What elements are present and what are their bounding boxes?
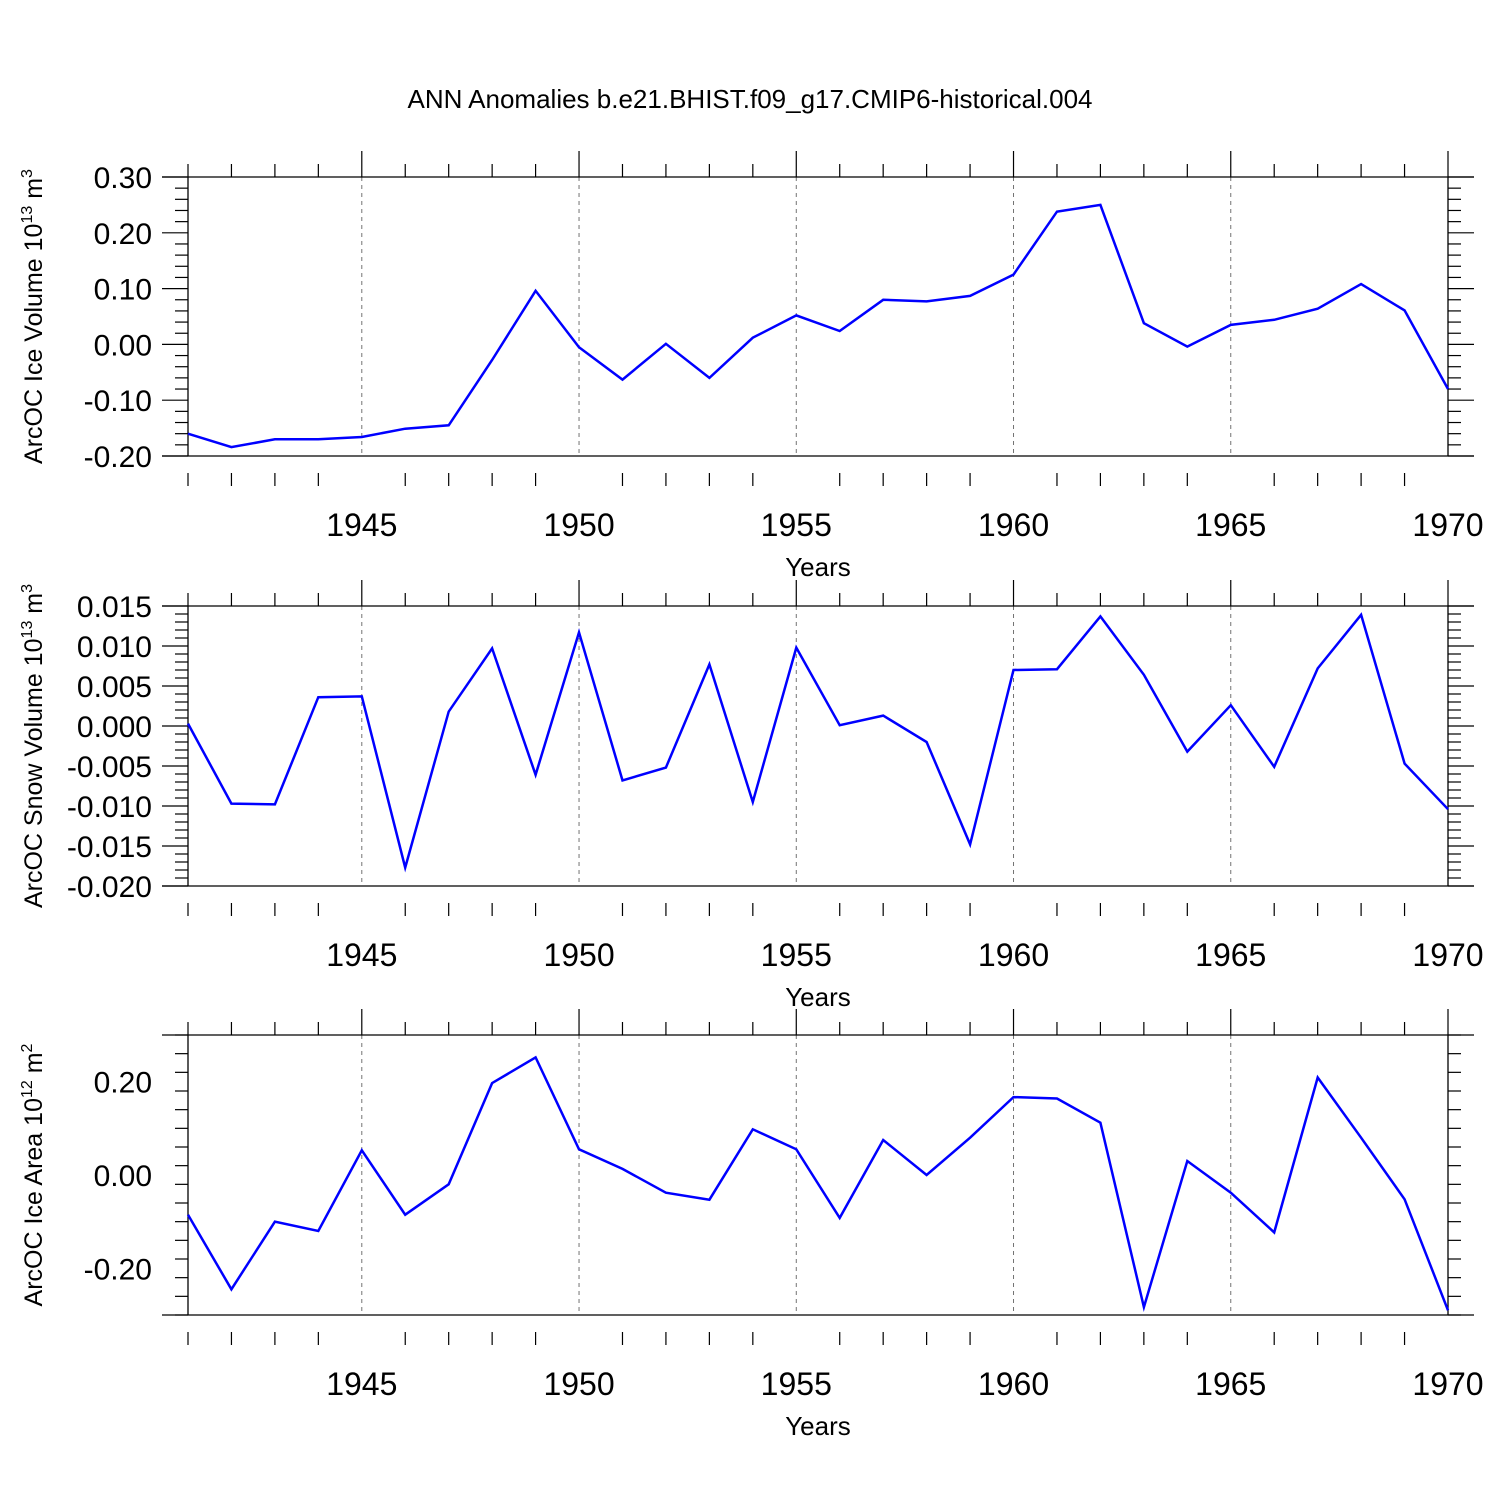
x-axis-label: Years bbox=[785, 1411, 851, 1441]
x-axis-label: Years bbox=[785, 552, 851, 582]
y-axis-label: ArcOC Ice Volume 1013 m3 bbox=[19, 169, 48, 464]
y-tick-label: 0.20 bbox=[94, 1067, 152, 1100]
y-tick-label: 0.015 bbox=[77, 591, 152, 624]
x-tick-label: 1950 bbox=[543, 937, 614, 973]
y-axis-label: ArcOC Ice Area 1012 m2 bbox=[19, 1043, 48, 1306]
x-tick-label: 1965 bbox=[1195, 507, 1266, 543]
x-tick-label: 1950 bbox=[543, 1366, 614, 1402]
y-tick-label: 0.10 bbox=[94, 274, 152, 307]
x-tick-label: 1960 bbox=[978, 507, 1049, 543]
x-tick-label: 1965 bbox=[1195, 1366, 1266, 1402]
series-line bbox=[188, 205, 1448, 447]
x-tick-label: 1955 bbox=[761, 1366, 832, 1402]
x-tick-label: 1960 bbox=[978, 937, 1049, 973]
x-tick-label: 1955 bbox=[761, 507, 832, 543]
chart-panel-2: 1945 1950 1955 1960 1965 1970 Years -0.020 -0.01… bbox=[19, 580, 1484, 1012]
x-tick-label: 1945 bbox=[326, 1366, 397, 1402]
y-tick-label: 0.00 bbox=[94, 329, 152, 362]
y-tick-label: 0.00 bbox=[94, 1160, 152, 1193]
chart-panel-1: 1945 1950 1955 1960 1965 1970 Years -0.20 -0.10 0… bbox=[19, 151, 1484, 582]
x-tick-label: 1945 bbox=[326, 507, 397, 543]
y-tick-label: -0.020 bbox=[67, 871, 152, 904]
y-axis-label: ArcOC Snow Volume 1013 m3 bbox=[19, 584, 48, 908]
series-line bbox=[188, 615, 1448, 868]
x-tick-label: 1970 bbox=[1412, 507, 1483, 543]
y-tick-label: 0.000 bbox=[77, 711, 152, 744]
y-tick-label: 0.010 bbox=[77, 631, 152, 664]
x-axis-label: Years bbox=[785, 982, 851, 1012]
x-tick-label: 1950 bbox=[543, 507, 614, 543]
y-tick-label: -0.20 bbox=[84, 441, 152, 474]
series-line bbox=[188, 1057, 1448, 1310]
y-tick-label: -0.10 bbox=[84, 385, 152, 418]
x-tick-label: 1945 bbox=[326, 937, 397, 973]
x-tick-label: 1965 bbox=[1195, 937, 1266, 973]
x-tick-label: 1960 bbox=[978, 1366, 1049, 1402]
y-tick-label: 0.30 bbox=[94, 162, 152, 195]
y-tick-label: -0.005 bbox=[67, 751, 152, 784]
y-tick-label: -0.010 bbox=[67, 791, 152, 824]
y-tick-label: 0.005 bbox=[77, 671, 152, 704]
y-tick-label: -0.20 bbox=[84, 1253, 152, 1286]
x-tick-label: 1970 bbox=[1412, 937, 1483, 973]
y-tick-label: 0.20 bbox=[94, 218, 152, 251]
chart-panel-3: 1945 1950 1955 1960 1965 1970 Years -0.20 0.00 0.… bbox=[19, 1009, 1484, 1441]
x-tick-label: 1970 bbox=[1412, 1366, 1483, 1402]
figure-title: ANN Anomalies b.e21.BHIST.f09_g17.CMIP6-… bbox=[0, 84, 1500, 115]
x-tick-label: 1955 bbox=[761, 937, 832, 973]
y-tick-label: -0.015 bbox=[67, 831, 152, 864]
